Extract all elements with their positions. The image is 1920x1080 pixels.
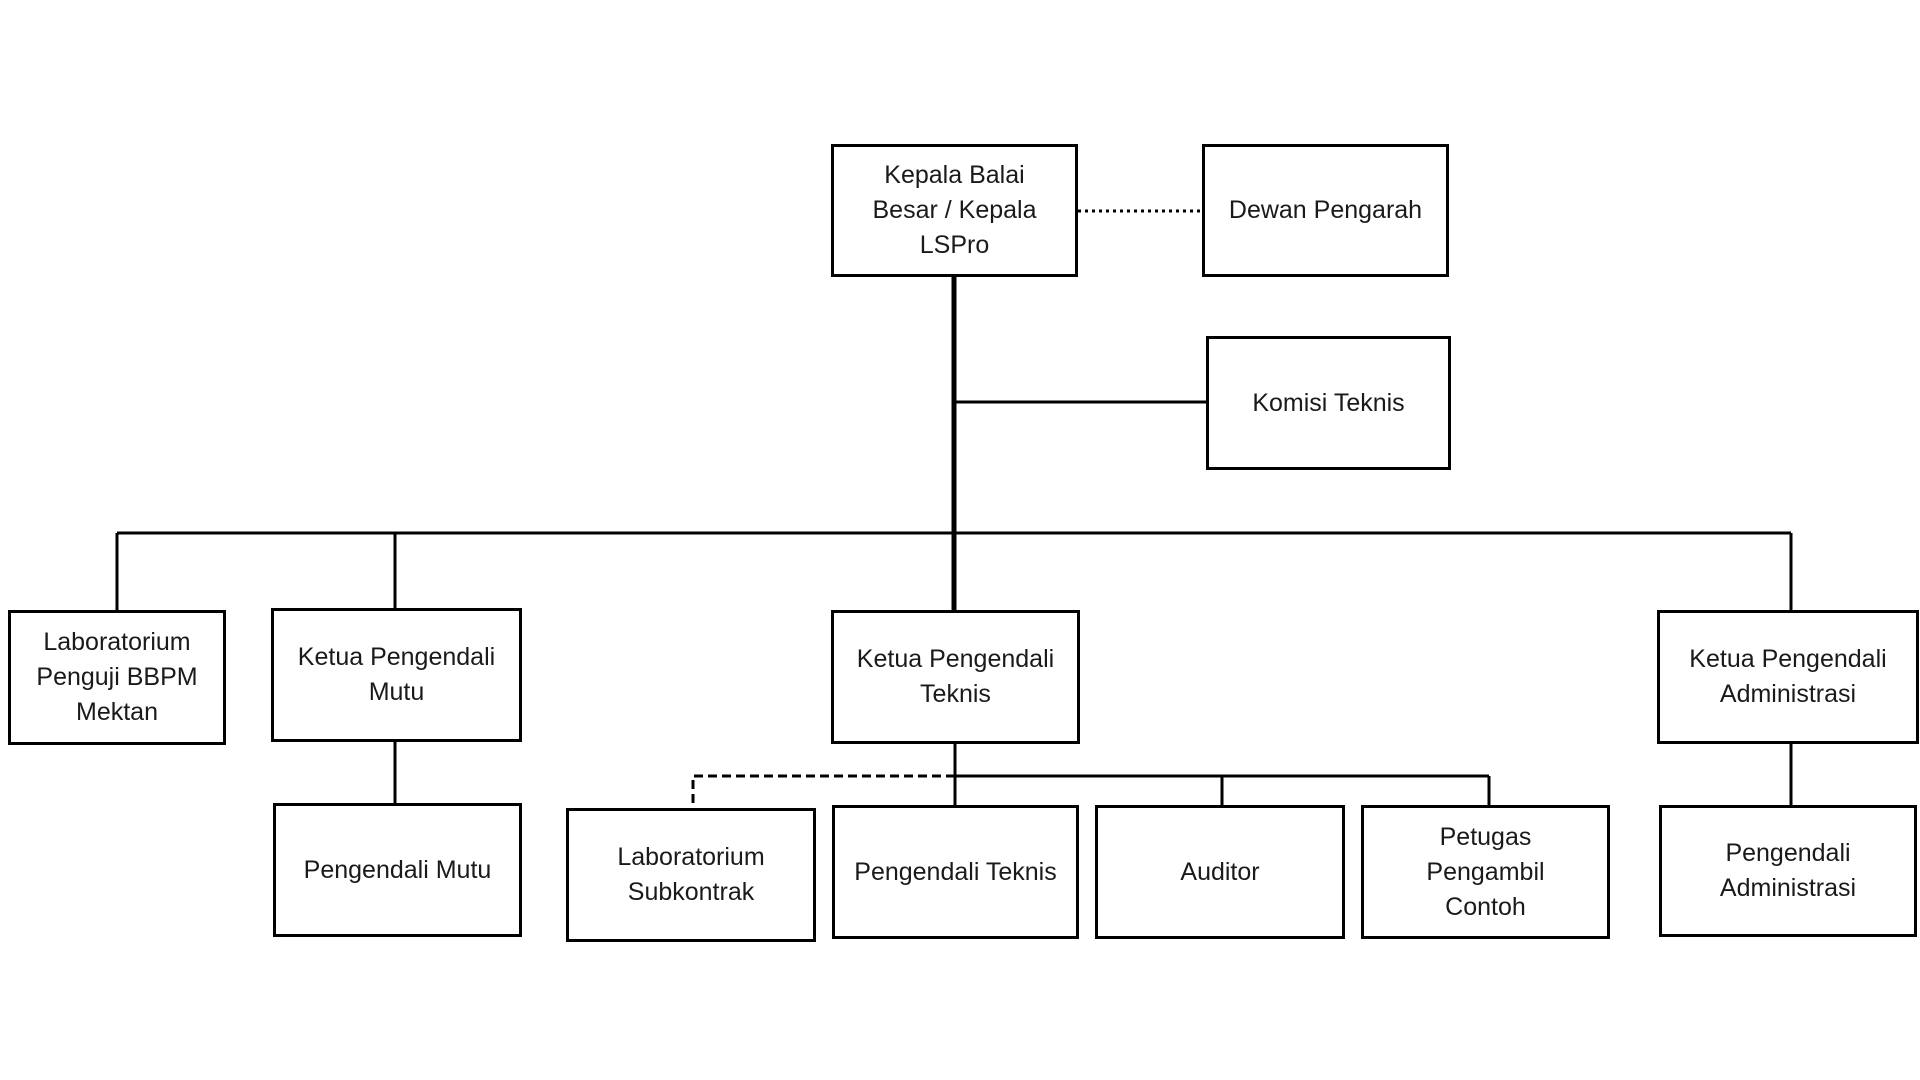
node-ketua-teknis: Ketua Pengendali Teknis — [831, 610, 1080, 744]
node-ketua-admin: Ketua Pengendali Administrasi — [1657, 610, 1919, 744]
node-auditor: Auditor — [1095, 805, 1345, 939]
node-kepala-balai: Kepala Balai Besar / Kepala LSPro — [831, 144, 1078, 277]
connector-lab-subkontrak — [691, 774, 955, 810]
node-dewan-pengarah: Dewan Pengarah — [1202, 144, 1449, 277]
node-ketua-mutu: Ketua Pengendali Mutu — [271, 608, 522, 742]
node-pengendali-teknis: Pengendali Teknis — [832, 805, 1079, 939]
node-petugas-pengambil-contoh: Petugas Pengambil Contoh — [1361, 805, 1610, 939]
node-lab-penguji: Laboratorium Penguji BBPM Mektan — [8, 610, 226, 745]
node-lab-subkontrak: Laboratorium Subkontrak — [566, 808, 816, 942]
node-pengendali-admin: Pengendali Administrasi — [1659, 805, 1917, 937]
node-pengendali-mutu: Pengendali Mutu — [273, 803, 522, 937]
node-komisi-teknis: Komisi Teknis — [1206, 336, 1451, 470]
